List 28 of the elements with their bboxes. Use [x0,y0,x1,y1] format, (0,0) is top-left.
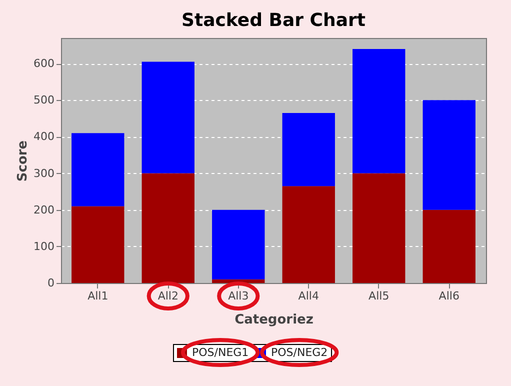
x-tick-label: All5 [368,290,390,302]
bar [422,210,476,283]
bar [142,62,194,174]
bar [282,112,335,186]
y-tick-label: 600 [34,57,54,70]
y-tick-label: 400 [34,130,54,144]
bar [352,48,406,174]
bar [72,133,124,206]
y-tick-label: 100 [34,240,54,253]
x-tick-label: All4 [298,290,319,302]
y-tick-label: 0 [48,276,54,290]
bar [282,186,335,283]
y-axis-title: Score [16,140,31,182]
y-tick-label: 500 [34,94,54,107]
y-tick-label: 300 [34,166,54,180]
y-tick-label: 200 [34,203,54,216]
chart-title: Stacked Bar Chart [182,10,366,31]
bar [72,206,124,283]
legend-label: POS/NEG1 [192,346,249,359]
x-axis-title: Categoriez [234,312,314,328]
x-tick-label: All2 [158,290,178,302]
x-tick-label: All6 [438,290,460,302]
bar [212,210,265,280]
bar [352,173,406,283]
bar [422,100,476,210]
x-tick-label: All1 [88,290,108,302]
x-tick-label: All3 [228,290,249,302]
legend-label: POS/NEG2 [271,346,328,359]
